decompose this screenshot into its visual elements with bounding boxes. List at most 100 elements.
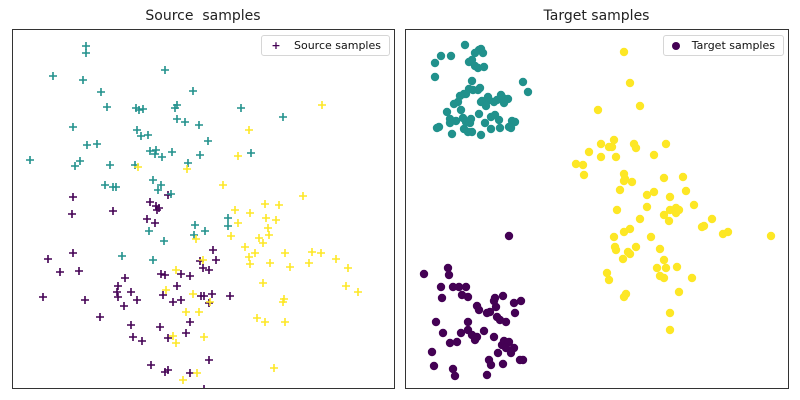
plus-marker: [26, 156, 34, 164]
plus-marker: [135, 106, 143, 114]
plus-marker: [212, 256, 220, 264]
plus-marker: [201, 227, 209, 235]
circle-marker-icon: [671, 41, 680, 50]
circle-marker: [501, 317, 511, 327]
plus-marker: [151, 150, 159, 158]
circle-marker: [631, 143, 641, 153]
circle-marker: [699, 221, 709, 231]
circle-marker: [438, 328, 448, 338]
circle-marker: [489, 296, 499, 306]
circle-marker: [627, 177, 637, 187]
plus-marker: [241, 243, 249, 251]
circle-marker: [495, 123, 505, 133]
plus-marker: [161, 66, 169, 74]
plus-marker: [245, 253, 253, 261]
circle-marker: [510, 308, 520, 318]
plus-marker: [231, 206, 239, 214]
circle-marker: [467, 127, 477, 137]
plus-marker: [146, 147, 154, 155]
plus-marker: [181, 118, 189, 126]
plus-marker: [49, 72, 57, 80]
plus-marker: [127, 288, 135, 296]
circle-marker: [604, 142, 614, 152]
plus-marker: [113, 288, 121, 296]
plus-marker: [196, 151, 204, 159]
circle-marker: [430, 58, 440, 68]
plus-marker: [204, 137, 212, 145]
circle-marker: [609, 232, 619, 242]
plus-marker: [226, 292, 234, 300]
circle-marker: [642, 190, 652, 200]
circle-marker: [619, 292, 629, 302]
plus-marker: [158, 153, 166, 161]
circle-marker: [504, 231, 514, 241]
plus-marker: [184, 159, 192, 167]
plus-marker: [299, 192, 307, 200]
circle-marker: [612, 205, 622, 215]
circle-marker: [516, 296, 526, 306]
source-legend: + Source samples: [260, 35, 390, 56]
plus-marker: [177, 296, 185, 304]
plus-marker: [354, 288, 362, 296]
circle-marker: [625, 78, 635, 88]
plus-marker: [137, 132, 145, 140]
circle-marker: [681, 186, 691, 196]
plus-marker: [281, 249, 289, 257]
circle-marker: [672, 262, 682, 272]
plus-marker: [259, 279, 267, 287]
plus-marker: [186, 369, 194, 377]
plus-marker: [318, 101, 326, 109]
plus-marker: [191, 221, 199, 229]
circle-marker: [463, 317, 473, 327]
plus-marker: [96, 313, 104, 321]
circle-marker: [611, 152, 621, 162]
circle-marker: [664, 216, 674, 226]
circle-marker: [619, 47, 629, 57]
plus-marker: [121, 274, 129, 282]
plus-marker: [200, 333, 208, 341]
circle-marker: [436, 51, 446, 61]
plus-marker: [308, 248, 316, 256]
circle-marker: [463, 292, 473, 302]
plus-marker: [154, 186, 162, 194]
plus-marker: [246, 260, 254, 268]
target-panel-title: Target samples: [543, 8, 650, 24]
plus-marker: [93, 140, 101, 148]
target-legend: Target samples: [662, 35, 784, 56]
plus-marker: [109, 183, 117, 191]
circle-marker: [631, 242, 641, 252]
circle-marker: [665, 308, 675, 318]
circle-marker: [659, 255, 669, 265]
circle-marker: [454, 282, 464, 292]
plus-marker: [317, 249, 325, 257]
source-legend-label: Source samples: [293, 39, 381, 52]
plus-marker: [186, 272, 194, 280]
plus-marker: [224, 222, 232, 230]
plus-marker: [172, 266, 180, 274]
plus-marker: [75, 267, 83, 275]
circle-marker: [625, 249, 635, 259]
circle-marker: [492, 312, 502, 322]
circle-marker: [489, 332, 499, 342]
plus-marker: [205, 356, 213, 364]
circle-marker: [659, 210, 669, 220]
circle-marker: [655, 271, 665, 281]
plus-marker: [182, 329, 190, 337]
plus-marker: [97, 88, 105, 96]
plus-marker: [173, 101, 181, 109]
plus-marker: [103, 103, 111, 111]
circle-marker: [447, 129, 457, 139]
circle-marker: [485, 307, 495, 317]
circle-marker: [430, 72, 440, 82]
plus-marker: [44, 255, 52, 263]
plus-marker: [205, 266, 213, 274]
plus-marker: [195, 308, 203, 316]
plus-marker: [120, 302, 128, 310]
plus-marker: [152, 146, 160, 154]
circle-marker: [652, 263, 662, 273]
plus-marker: [109, 207, 117, 215]
plus-marker: [193, 369, 201, 377]
circle-marker: [665, 192, 675, 202]
circle-marker: [446, 51, 456, 61]
circle-marker: [478, 48, 488, 58]
